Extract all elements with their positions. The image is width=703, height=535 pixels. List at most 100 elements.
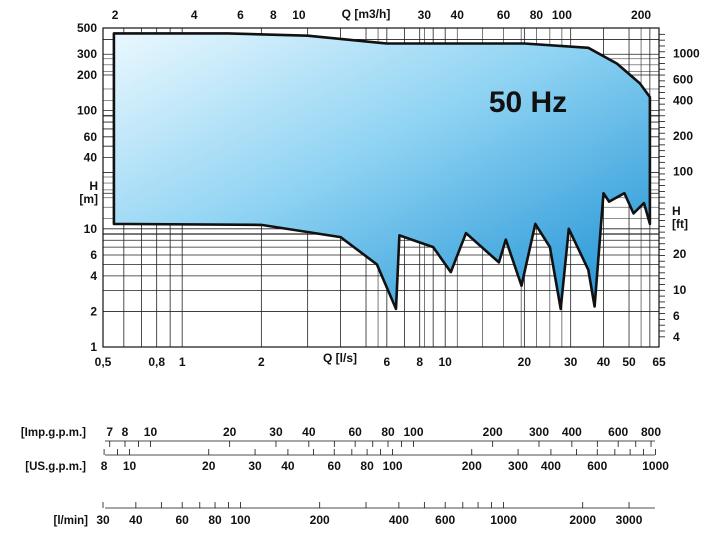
scale-tick-label: 800	[641, 425, 661, 439]
x-tick-label-top: 4	[191, 8, 198, 22]
x-tick-label-bottom: 1	[179, 355, 186, 369]
y-tick-label-right: 600	[673, 73, 693, 87]
scale-tick-label: 60	[348, 425, 362, 439]
x-tick-label-bottom: 30	[564, 355, 578, 369]
y-tick-label-left: 10	[84, 222, 98, 236]
scale-tick-label: 2000	[569, 513, 596, 527]
x-tick-label-bottom: 0,8	[148, 355, 165, 369]
scale-tick-label: 200	[483, 425, 503, 439]
y-tick-label-right: 100	[673, 165, 693, 179]
x-tick-label-bottom: 2	[258, 355, 265, 369]
conversion-scales: [Imp.g.p.m.] 7 8 10 20 30 40 60 80 100 200 300 400 60…	[21, 425, 669, 527]
x-tick-label-bottom: 6	[383, 355, 390, 369]
x-tick-label-top: 2	[112, 8, 119, 22]
y-tick-label-right: 4	[673, 330, 680, 344]
y-tick-label-left: 500	[77, 21, 97, 35]
scale-tick-label: 100	[403, 425, 423, 439]
x-tick-label-bottom: 50	[622, 355, 636, 369]
scale-tick-label: 400	[541, 459, 561, 473]
scale-tick-label: 20	[223, 425, 237, 439]
y-tick-label-right: 20	[673, 247, 687, 261]
x-tick-label-top: 10	[292, 8, 306, 22]
x-axis-label-top: Q [m3/h]	[342, 7, 391, 21]
scale-tick-label: 300	[508, 459, 528, 473]
y-tick-label-right: 10	[673, 283, 687, 297]
x-tick-label-top: 80	[530, 8, 544, 22]
y-tick-label-right: 400	[673, 93, 693, 107]
y-tick-label-right: 1000	[673, 46, 700, 60]
x-tick-label-top: 6	[237, 8, 244, 22]
x-tick-label-top: 100	[552, 8, 572, 22]
x-tick-label-bottom: 0,5	[95, 355, 112, 369]
x-tick-label-top: 8	[270, 8, 277, 22]
scale-tick-label: 10	[144, 425, 158, 439]
scale-tick-label: 200	[310, 513, 330, 527]
y-tick-label-left: 200	[77, 68, 97, 82]
scale-tick-label: 100	[231, 513, 251, 527]
scale-tick-label: 80	[381, 425, 395, 439]
scale-tick-label: 1000	[490, 513, 517, 527]
y-tick-label-left: 2	[90, 304, 97, 318]
scale-tick-label: 80	[360, 459, 374, 473]
scale-tick-label: 60	[175, 513, 189, 527]
y-tick-label-right: 200	[673, 129, 693, 143]
x-tick-label-top: 200	[631, 8, 651, 22]
scale-tick-label: 200	[462, 459, 482, 473]
scale-tick-label: 1000	[642, 459, 669, 473]
axis-label-line: [m]	[79, 192, 98, 206]
y-tick-label-left: 6	[90, 248, 97, 262]
x-tick-label-top: 40	[451, 8, 465, 22]
y-tick-label-left: 300	[77, 47, 97, 61]
x-tick-label-top: 30	[418, 8, 432, 22]
scale-label: [US.g.p.m.]	[25, 461, 86, 473]
scale-tick-label: 20	[202, 459, 216, 473]
y-axis-label-left: H[m]	[79, 179, 98, 206]
axis-label-line: H	[89, 179, 98, 193]
scale-tick-label: 100	[383, 459, 403, 473]
scale-label: [Imp.g.p.m.]	[21, 427, 86, 439]
scale-tick-label: 60	[328, 459, 342, 473]
tick-labels: 0,5 0,8 1 2 6 8 10 20 30 40 50 65 2 4 6 8 10 30 40 60 80 100 2…	[77, 8, 700, 369]
plot-frame	[102, 27, 660, 348]
scale-tick-label: 300	[529, 425, 549, 439]
scale-tick-label: 400	[562, 425, 582, 439]
scale-tick-label: 10	[123, 459, 137, 473]
x-tick-label-bottom: 40	[597, 355, 611, 369]
y-axis-label-right: H[ft]	[672, 204, 688, 231]
y-tick-label-left: 40	[84, 151, 98, 165]
axis-label-line: H	[672, 204, 681, 218]
scale-tick-label: 600	[587, 459, 607, 473]
x-tick-label-bottom: 8	[416, 355, 423, 369]
y-tick-label-right: 6	[673, 309, 680, 323]
scale-tick-label: 30	[248, 459, 262, 473]
performance-envelope	[112, 32, 652, 311]
y-tick-label-left: 100	[77, 104, 97, 118]
scale-tick-label: 3000	[616, 513, 643, 527]
performance-area	[112, 32, 652, 311]
scale-label: [l/min]	[54, 515, 89, 527]
frequency-label: 50 Hz	[489, 86, 567, 119]
y-tick-label-left: 1	[90, 340, 97, 354]
scale-tick-label: 40	[129, 513, 143, 527]
scale-tick-label: 40	[302, 425, 316, 439]
scale-tick-label: 400	[389, 513, 409, 527]
scale-tick-label: 80	[208, 513, 222, 527]
scale-tick-label: 40	[281, 459, 295, 473]
x-tick-label-bottom: 20	[518, 355, 532, 369]
scale-tick-label: 8	[101, 459, 108, 473]
y-tick-label-left: 60	[84, 130, 98, 144]
scale-tick-label: 600	[608, 425, 628, 439]
scale-tick-label: 30	[96, 513, 110, 527]
x-tick-label-bottom: 10	[439, 355, 453, 369]
scale-tick-label: 600	[435, 513, 455, 527]
x-tick-label-top: 60	[497, 8, 511, 22]
scale-tick-label: 30	[269, 425, 283, 439]
scale-tick-label: 7	[106, 425, 113, 439]
y-tick-label-left: 4	[90, 269, 97, 283]
x-axis-label-bottom: Q [l/s]	[323, 351, 357, 365]
x-tick-label-bottom: 65	[652, 355, 666, 369]
scale-tick-label: 8	[122, 425, 129, 439]
plot-border	[102, 27, 660, 348]
axis-label-line: [ft]	[672, 217, 688, 231]
